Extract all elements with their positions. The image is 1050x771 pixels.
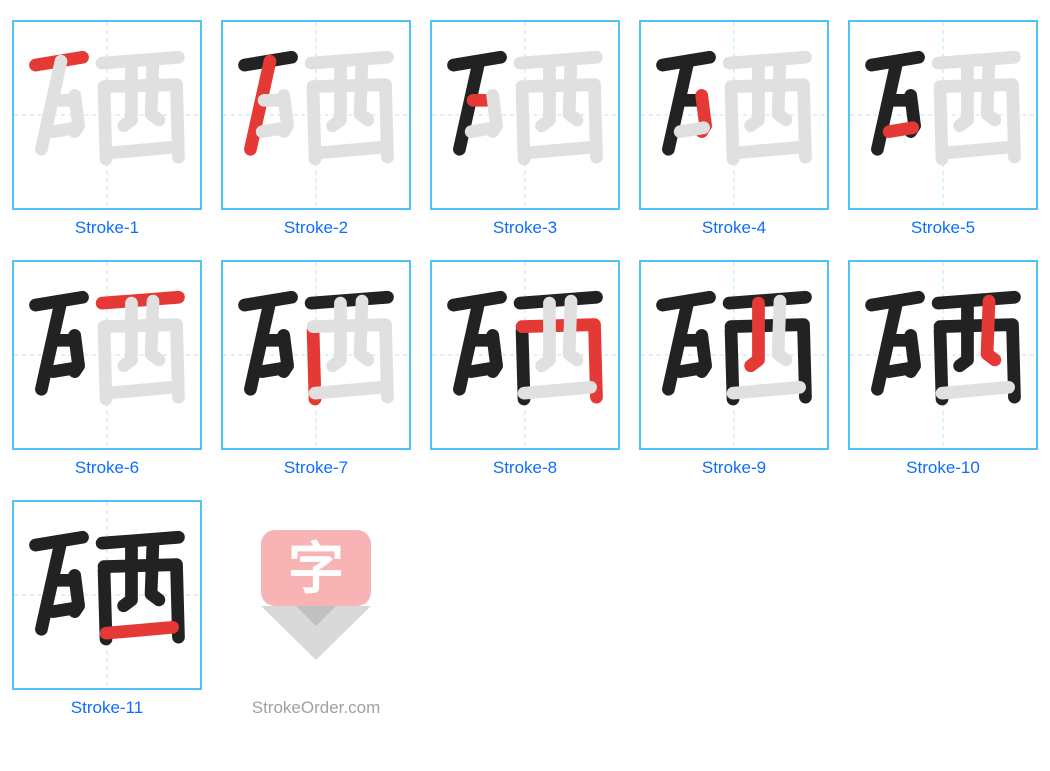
stroke-label: Stroke-6: [75, 458, 139, 478]
character-glyph: [14, 502, 200, 688]
character-glyph: [14, 262, 200, 448]
logo-cell: 字 StrokeOrder.com: [221, 500, 411, 718]
character-glyph: [641, 22, 827, 208]
stroke-box: [430, 260, 620, 450]
stroke-box: [12, 260, 202, 450]
stroke-label: Stroke-4: [702, 218, 766, 238]
stroke-label: Stroke-11: [71, 698, 143, 718]
stroke-box: [221, 260, 411, 450]
stroke-cell: Stroke-8: [430, 260, 620, 478]
stroke-box: [848, 260, 1038, 450]
stroke-cell: Stroke-10: [848, 260, 1038, 478]
character-glyph: [223, 22, 409, 208]
stroke-cell: Stroke-7: [221, 260, 411, 478]
stroke-box: [221, 20, 411, 210]
character-glyph: [432, 262, 618, 448]
stroke-label: Stroke-7: [284, 458, 348, 478]
watermark-text: StrokeOrder.com: [252, 698, 381, 718]
stroke-cell: Stroke-5: [848, 20, 1038, 238]
stroke-box: [639, 20, 829, 210]
stroke-cell: Stroke-3: [430, 20, 620, 238]
stroke-cell: Stroke-9: [639, 260, 829, 478]
stroke-order-grid: Stroke-1 Stroke-2 Stroke-3 Stroke-4: [12, 20, 1038, 718]
stroke-label: Stroke-10: [906, 458, 980, 478]
character-glyph: [850, 262, 1036, 448]
stroke-box: [12, 20, 202, 210]
character-glyph: [14, 22, 200, 208]
stroke-box: [430, 20, 620, 210]
stroke-label: Stroke-3: [493, 218, 557, 238]
stroke-cell: Stroke-6: [12, 260, 202, 478]
stroke-box: [639, 260, 829, 450]
stroke-label: Stroke-1: [75, 218, 139, 238]
logo-icon: 字: [251, 520, 381, 670]
stroke-box: [12, 500, 202, 690]
stroke-label: Stroke-2: [284, 218, 348, 238]
character-glyph: [850, 22, 1036, 208]
stroke-cell: Stroke-1: [12, 20, 202, 238]
character-glyph: [432, 22, 618, 208]
stroke-cell: Stroke-2: [221, 20, 411, 238]
stroke-label: Stroke-9: [702, 458, 766, 478]
logo-box: 字: [221, 500, 411, 690]
character-glyph: [223, 262, 409, 448]
stroke-cell: Stroke-4: [639, 20, 829, 238]
stroke-cell: Stroke-11: [12, 500, 202, 718]
stroke-label: Stroke-5: [911, 218, 975, 238]
svg-text:字: 字: [288, 537, 344, 600]
stroke-box: [848, 20, 1038, 210]
character-glyph: [641, 262, 827, 448]
stroke-label: Stroke-8: [493, 458, 557, 478]
